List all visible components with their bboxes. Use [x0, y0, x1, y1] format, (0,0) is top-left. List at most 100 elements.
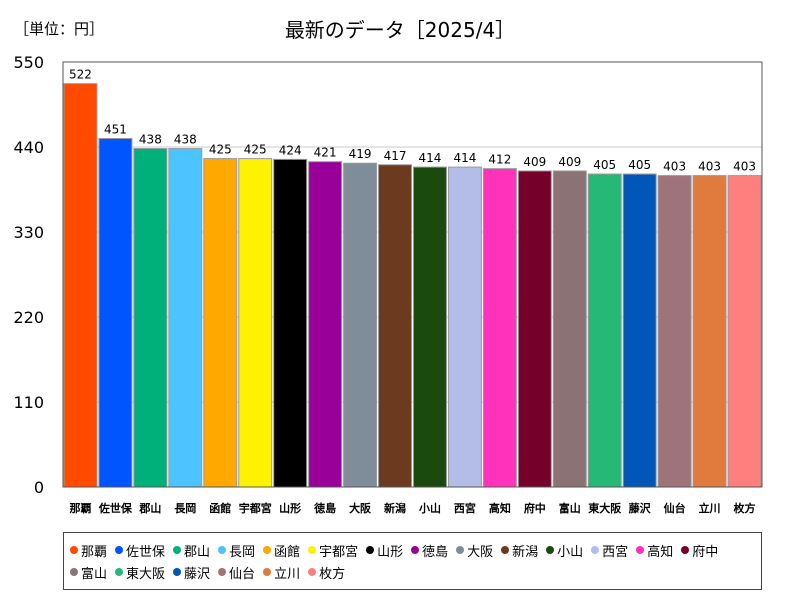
legend-item: 宇都宮 [308, 539, 358, 561]
legend-swatch-icon [115, 568, 124, 576]
x-axis-ticks: 那覇 佐世保 郡山 長岡 函館 宇都宮 山形 徳島 大阪 新潟 小山 西宮 高知 府中 富山 東大阪 藤沢 仙台立… [69, 501, 755, 515]
legend-label: 函館 [274, 544, 301, 560]
legend-swatch-icon [681, 546, 690, 554]
plot-frame [62, 61, 763, 488]
y-tick-label: 330 [13, 223, 44, 242]
x-tick-label: 新潟 [384, 501, 406, 515]
bar [168, 148, 203, 488]
legend-swatch-icon [636, 546, 645, 554]
bar [517, 170, 552, 488]
data-label: 405 [593, 158, 616, 172]
bar [63, 83, 98, 488]
bar [587, 173, 622, 488]
x-tick-label: 枚方 [734, 501, 756, 515]
legend-item: 高知 [636, 539, 673, 561]
legend-swatch-icon [218, 568, 227, 576]
data-label: 421 [314, 146, 337, 160]
legend-item: 那覇 [70, 539, 107, 561]
y-tick-label: 0 [34, 478, 44, 497]
bar [482, 168, 517, 488]
x-tick-label: 大阪 [349, 501, 372, 515]
data-label: 403 [698, 160, 721, 174]
x-tick-label: 東大阪 [588, 501, 622, 515]
legend-label: 富山 [81, 566, 108, 582]
x-tick-label: 那覇 [69, 502, 91, 515]
x-tick-label: 山形 [279, 501, 301, 515]
data-label: 438 [139, 133, 162, 147]
bar [238, 158, 273, 488]
y-tick-label: 110 [13, 393, 44, 412]
y-tick-label: 440 [13, 138, 44, 157]
legend-label: 西宮 [602, 544, 629, 560]
legend-swatch-icon [411, 546, 420, 554]
data-label: 417 [384, 149, 407, 163]
legend-item: 長岡 [218, 539, 255, 561]
legend-item: 仙台 [218, 561, 255, 583]
legend-label: 那覇 [81, 544, 108, 560]
bar [657, 175, 692, 488]
legend-item: 府中 [681, 539, 718, 561]
bar [133, 148, 168, 488]
legend-swatch-icon [456, 546, 465, 554]
x-tick-label: 府中 [524, 501, 546, 515]
legend-label: 新潟 [512, 544, 539, 560]
legend-label: 大阪 [467, 544, 494, 560]
gridlines [63, 146, 762, 403]
bar-chart: 0 110 220 330 440 550 那覇 佐世保 郡山 長岡 函館 宇都宮 山形 徳島 大阪 新潟小… [13, 53, 763, 515]
x-tick-label: 藤沢 [629, 501, 652, 515]
bar [378, 164, 412, 488]
legend-swatch-icon [308, 568, 317, 576]
data-label: 419 [349, 147, 372, 161]
data-label: 451 [104, 123, 127, 137]
x-tick-label: 長岡 [174, 502, 196, 515]
bar [98, 138, 133, 488]
data-label: 425 [244, 143, 267, 157]
data-label: 424 [279, 143, 302, 157]
data-label: 438 [174, 133, 197, 147]
bar [447, 166, 482, 488]
x-tick-label: 西宮 [454, 501, 476, 515]
legend-label: 山形 [377, 544, 404, 560]
bar [308, 161, 343, 488]
bar [622, 173, 657, 488]
legend-item: 大阪 [456, 539, 493, 561]
legend-label: 藤沢 [184, 566, 211, 582]
x-tick-label: 小山 [418, 501, 441, 515]
bar [727, 175, 762, 488]
legend-swatch-icon [173, 568, 182, 576]
legend-label: 枚方 [319, 566, 346, 582]
legend-swatch-icon [308, 546, 317, 554]
legend-label: 長岡 [229, 544, 256, 560]
legend-swatch-icon [366, 546, 375, 554]
y-tick-label: 550 [13, 53, 44, 72]
legend-item: 徳島 [411, 539, 448, 561]
x-tick-label: 宇都宮 [239, 501, 272, 515]
bar [273, 158, 308, 488]
legend-label: 高知 [647, 544, 674, 560]
data-label: 403 [663, 160, 686, 174]
legend-item: 小山 [546, 539, 583, 561]
legend-label: 府中 [692, 544, 719, 560]
legend-label: 徳島 [422, 544, 449, 560]
legend-swatch-icon [173, 546, 182, 554]
legend-label: 宇都宮 [319, 544, 359, 560]
legend-item: 富山 [70, 561, 107, 583]
legend-label: 佐世保 [126, 544, 166, 560]
legend: 那覇 佐世保 郡山 長岡 函館 宇都宮 山形 徳島 大阪 新潟 小山 西宮 高知 府中 富山 東大阪 藤沢 仙台 立… [63, 532, 762, 590]
x-tick-label: 高知 [489, 501, 511, 515]
x-tick-label: 仙台 [664, 501, 686, 515]
data-label: 522 [69, 68, 92, 82]
x-tick-label: 佐世保 [98, 501, 133, 515]
legend-item: 山形 [366, 539, 403, 561]
legend-item: 西宮 [591, 539, 628, 561]
legend-label: 仙台 [229, 566, 256, 582]
bar [343, 162, 378, 488]
legend-item: 佐世保 [115, 539, 165, 561]
data-label: 425 [209, 143, 232, 157]
x-tick-label: 徳島 [313, 501, 336, 515]
y-axis-ticks: 0 110 220 330 440 550 [13, 53, 44, 497]
legend-label: 小山 [557, 544, 584, 560]
legend-swatch-icon [263, 568, 272, 576]
y-tick-label: 220 [13, 308, 44, 327]
legend-item: 函館 [263, 539, 300, 561]
